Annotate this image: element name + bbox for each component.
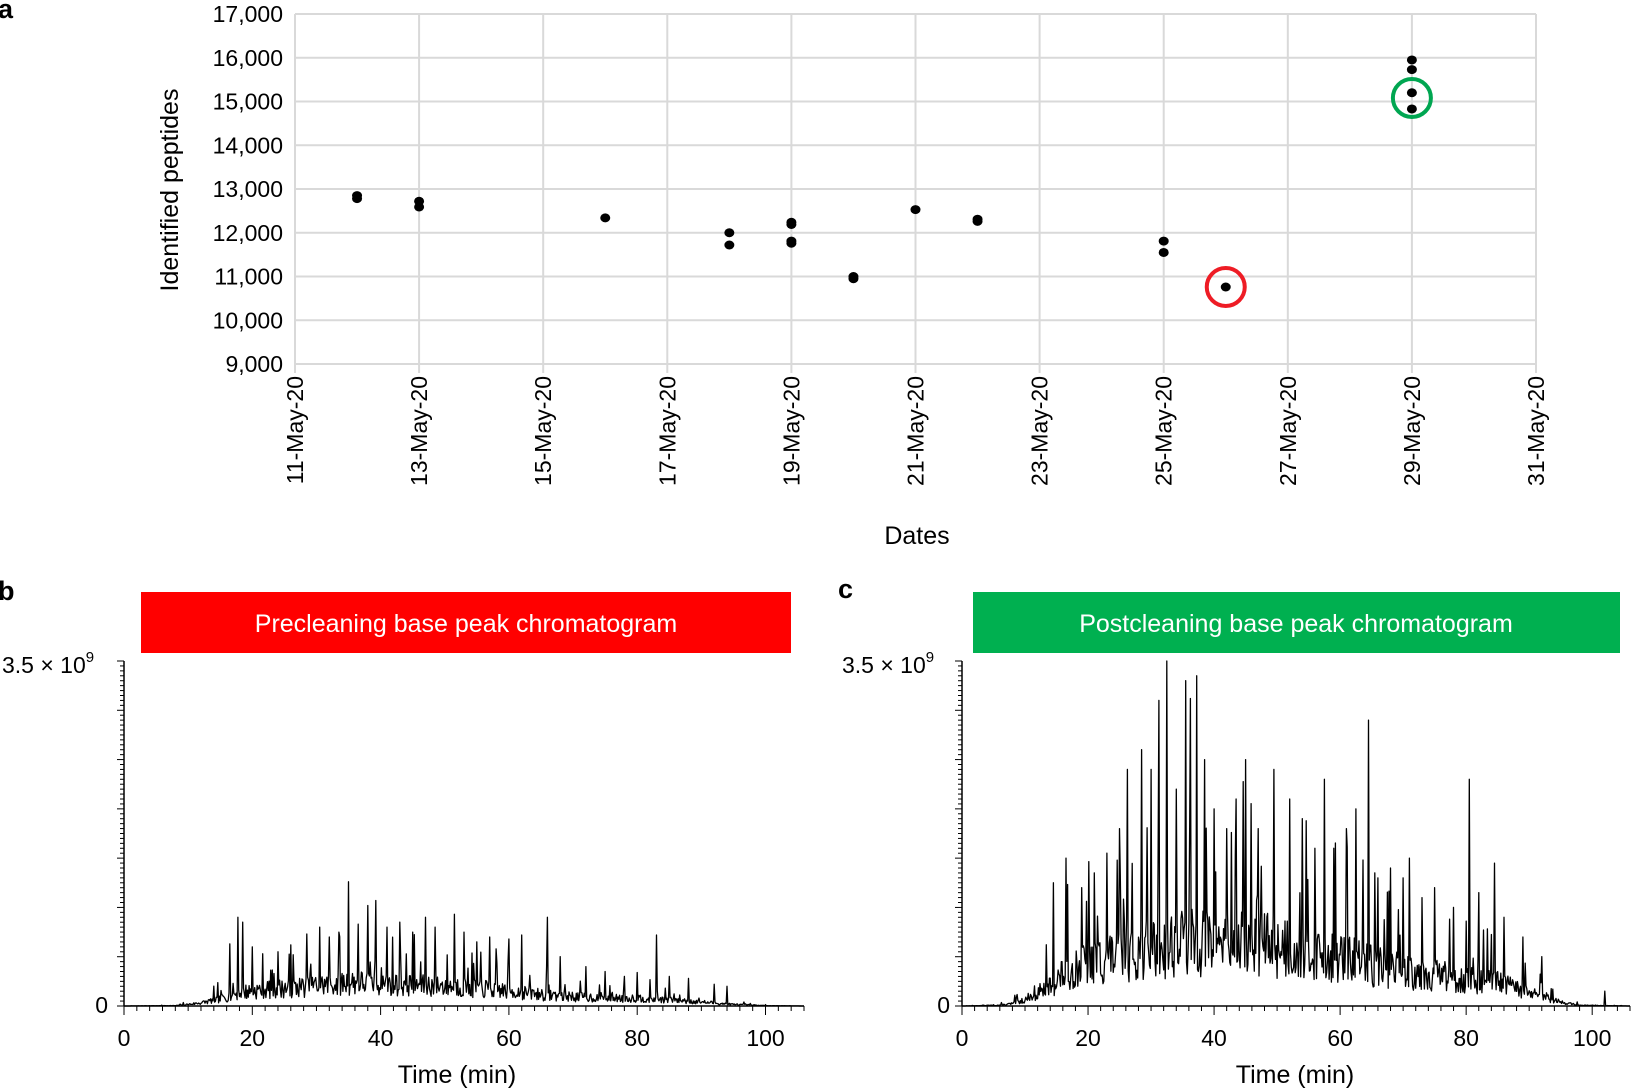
- panel-letter-b: b: [0, 576, 15, 606]
- x-tick-label: 40: [1201, 1025, 1227, 1051]
- data-point: [724, 228, 735, 238]
- y-axis-title: Identified peptides: [156, 89, 184, 292]
- x-tick-label: 100: [746, 1025, 784, 1051]
- y-tick-label: 16,000: [213, 45, 283, 71]
- highlight-circles: [1204, 77, 1433, 308]
- x-axis-title: Time (min): [1236, 1061, 1355, 1089]
- scatter-chart-panel: 9,000 10,000 11,000 12,000 13,000 14,000 15,00…: [156, 1, 1549, 550]
- x-tick-label: 11-May-20: [282, 376, 308, 484]
- x-tick-label: 19-May-20: [778, 376, 804, 486]
- data-point: [600, 213, 611, 223]
- x-tick-label: 0: [118, 1025, 131, 1051]
- data-point: [1406, 104, 1417, 114]
- x-tick-label: 17-May-20: [654, 376, 680, 486]
- y-tick-label: 11,000: [214, 264, 283, 290]
- x-tick-label: 20: [1075, 1025, 1101, 1051]
- x-tick-label: 60: [496, 1025, 522, 1051]
- postcleaning-title-banner: [973, 592, 1620, 653]
- data-point: [1406, 55, 1417, 65]
- data-point: [848, 274, 859, 284]
- data-point: [352, 194, 363, 204]
- data-point: [910, 205, 921, 215]
- panel-letter-c: c: [838, 574, 853, 604]
- x-tick-label: 13-May-20: [406, 376, 432, 486]
- x-tick-label: 31-May-20: [1523, 376, 1549, 486]
- x-tick-label: 25-May-20: [1151, 376, 1177, 486]
- x-tick-label: 27-May-20: [1275, 376, 1301, 486]
- postcleaning-title: Postcleaning base peak chromatogram: [1079, 610, 1513, 638]
- data-point: [1158, 236, 1169, 246]
- y-tick-label: 9,000: [225, 351, 283, 377]
- data-point: [1406, 88, 1417, 98]
- data-points: [352, 55, 1417, 292]
- data-point: [1406, 65, 1417, 75]
- x-tick-label: 23-May-20: [1027, 376, 1053, 486]
- x-tick-label: 80: [1453, 1025, 1479, 1051]
- x-tick-label: 0: [956, 1025, 969, 1051]
- postcleaning-trace-line: [962, 660, 1630, 1007]
- gridlines: [294, 13, 1537, 373]
- x-tick-label: 29-May-20: [1399, 376, 1425, 486]
- data-point: [786, 238, 797, 248]
- x-axis-tick-labels: 11-May-20 13-May-20 15-May-20 17-May-20 19-M…: [282, 376, 1549, 486]
- x-tick-label: 60: [1327, 1025, 1353, 1051]
- x-tick-label: 100: [1573, 1025, 1611, 1051]
- panel-letter-a: a: [0, 0, 14, 24]
- x-axis-title: Dates: [884, 522, 949, 550]
- x-tick-label: 15-May-20: [530, 376, 556, 486]
- y-zero-label: 0: [95, 992, 108, 1018]
- chromatogram-axes: 0 20 40 60 80 100: [117, 660, 805, 1051]
- precleaning-trace-line: [124, 881, 804, 1007]
- data-point: [786, 219, 797, 229]
- x-tick-label: 20: [240, 1025, 266, 1051]
- data-point: [1158, 247, 1169, 257]
- x-axis-title: Time (min): [398, 1061, 517, 1089]
- precleaning-circle: [1204, 266, 1247, 308]
- precleaning-title: Precleaning base peak chromatogram: [255, 610, 677, 638]
- y-tick-label: 10,000: [213, 307, 283, 333]
- data-point: [972, 216, 983, 226]
- y-tick-label: 14,000: [213, 132, 283, 158]
- y-tick-label: 13,000: [213, 176, 283, 202]
- y-tick-label: 12,000: [213, 220, 283, 246]
- data-point: [1220, 282, 1231, 292]
- data-point: [724, 240, 735, 250]
- precleaning-title-banner: [141, 592, 791, 653]
- chromatogram-axes: 0 20 40 60 80 100: [955, 660, 1631, 1051]
- data-point: [414, 202, 425, 212]
- y-axis-tick-labels: 9,000 10,000 11,000 12,000 13,000 14,000 15,00…: [213, 1, 283, 377]
- x-tick-label: 40: [368, 1025, 394, 1051]
- x-tick-label: 80: [624, 1025, 650, 1051]
- y-tick-label: 15,000: [213, 89, 283, 115]
- y-top-label: 3.5 × 109: [2, 649, 94, 678]
- postcleaning-chromatogram-panel: Postcleaning base peak chromatogram 0 20 4…: [842, 592, 1631, 1089]
- x-tick-label: 21-May-20: [903, 376, 929, 486]
- postcleaning-circle: [1390, 77, 1433, 119]
- precleaning-chromatogram-panel: Precleaning base peak chromatogram 0 20 40…: [2, 592, 805, 1089]
- y-zero-label: 0: [937, 992, 950, 1018]
- y-top-label: 3.5 × 109: [842, 649, 934, 678]
- y-tick-label: 17,000: [213, 1, 283, 27]
